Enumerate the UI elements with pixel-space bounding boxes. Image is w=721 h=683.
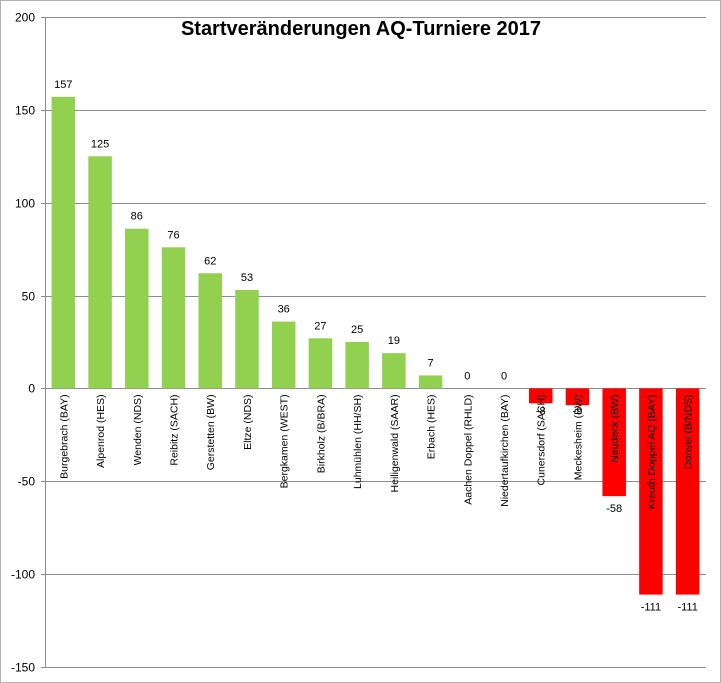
bar bbox=[565, 388, 590, 406]
category-label: Gerstetten (BW) bbox=[205, 394, 217, 470]
bar bbox=[161, 247, 186, 389]
category-label: Reibitz (SACH) bbox=[169, 394, 181, 465]
bar bbox=[639, 388, 663, 595]
category-label: Meckesheim (BW) bbox=[572, 394, 584, 480]
bar bbox=[528, 388, 553, 404]
data-label: 19 bbox=[388, 335, 400, 347]
y-tick-label: -150 bbox=[11, 661, 35, 675]
chart-title: Startveränderungen AQ-Turniere 2017 bbox=[181, 18, 541, 40]
category-label: Wenden (NDS) bbox=[132, 394, 144, 465]
bar bbox=[125, 228, 149, 389]
category-label: Birkholz (B/BRA) bbox=[315, 394, 327, 473]
category-label: Erbach (HES) bbox=[426, 394, 438, 459]
data-label: -111 bbox=[641, 602, 661, 614]
y-tick-label: 50 bbox=[22, 290, 36, 304]
category-label: Neudeck (BW) bbox=[609, 394, 621, 462]
data-label: 25 bbox=[351, 324, 363, 336]
category-label: Eltze (NDS) bbox=[242, 394, 254, 449]
y-tick-label: 100 bbox=[15, 197, 35, 211]
y-tick-label: -50 bbox=[18, 475, 36, 489]
bar bbox=[198, 273, 223, 389]
category-label: Burgebrach (BAY) bbox=[58, 394, 70, 478]
data-labels: 157 125 86 76 62 53 36 27 25 19 7 0 0 -8 -9 -58 -111 -111 bbox=[54, 79, 698, 614]
bar bbox=[382, 353, 406, 389]
category-label: Heiligenwald (SAAR) bbox=[389, 394, 401, 492]
category-label: Dönsel (B/NDS) bbox=[683, 394, 695, 469]
bar bbox=[88, 156, 112, 389]
data-label: 125 bbox=[91, 138, 109, 150]
bar bbox=[235, 290, 259, 389]
data-label: -9 bbox=[573, 405, 583, 417]
data-label: 7 bbox=[428, 357, 434, 369]
data-label: 36 bbox=[278, 304, 290, 316]
y-tick-labels: 200 150 100 50 0 -50 -100 -150 bbox=[11, 11, 35, 675]
bar bbox=[51, 96, 76, 389]
bar bbox=[345, 342, 369, 389]
y-tick-label: -100 bbox=[11, 568, 35, 582]
category-label: Bergkamen (WEST) bbox=[279, 394, 291, 488]
data-label: 0 bbox=[501, 370, 507, 382]
data-label: 157 bbox=[54, 79, 72, 91]
category-label: Aachen Doppel (RHLD) bbox=[462, 394, 474, 504]
data-label: 62 bbox=[204, 255, 216, 267]
bars bbox=[51, 96, 700, 595]
category-label: Kreuth Doppel AQ (BAY) bbox=[646, 394, 658, 509]
y-tick-label: 0 bbox=[28, 382, 35, 396]
category-labels: Burgebrach (BAY) Alpenrod (HES) Wenden (ND… bbox=[58, 394, 694, 509]
bar bbox=[271, 321, 296, 389]
category-label: Luhmühlen (HH/SH) bbox=[352, 394, 364, 489]
data-label: -58 bbox=[606, 503, 622, 515]
data-label: 86 bbox=[131, 211, 143, 223]
data-label: -111 bbox=[677, 602, 697, 614]
axes bbox=[41, 17, 706, 668]
data-label: -8 bbox=[536, 405, 546, 417]
bar bbox=[602, 388, 626, 497]
data-label: 76 bbox=[167, 229, 179, 241]
data-label: 27 bbox=[314, 320, 326, 332]
category-label: Niedertaufkirchen (BAY) bbox=[499, 394, 511, 506]
data-label: 0 bbox=[464, 370, 470, 382]
y-tick-label: 200 bbox=[15, 11, 35, 25]
y-tick-label: 150 bbox=[15, 104, 35, 118]
data-label: 53 bbox=[241, 272, 253, 284]
category-label: Cunersdorf (SACH) bbox=[536, 394, 548, 485]
category-label: Alpenrod (HES) bbox=[95, 394, 107, 468]
bar bbox=[675, 388, 700, 595]
bar bbox=[418, 375, 443, 389]
bar bbox=[308, 338, 333, 389]
